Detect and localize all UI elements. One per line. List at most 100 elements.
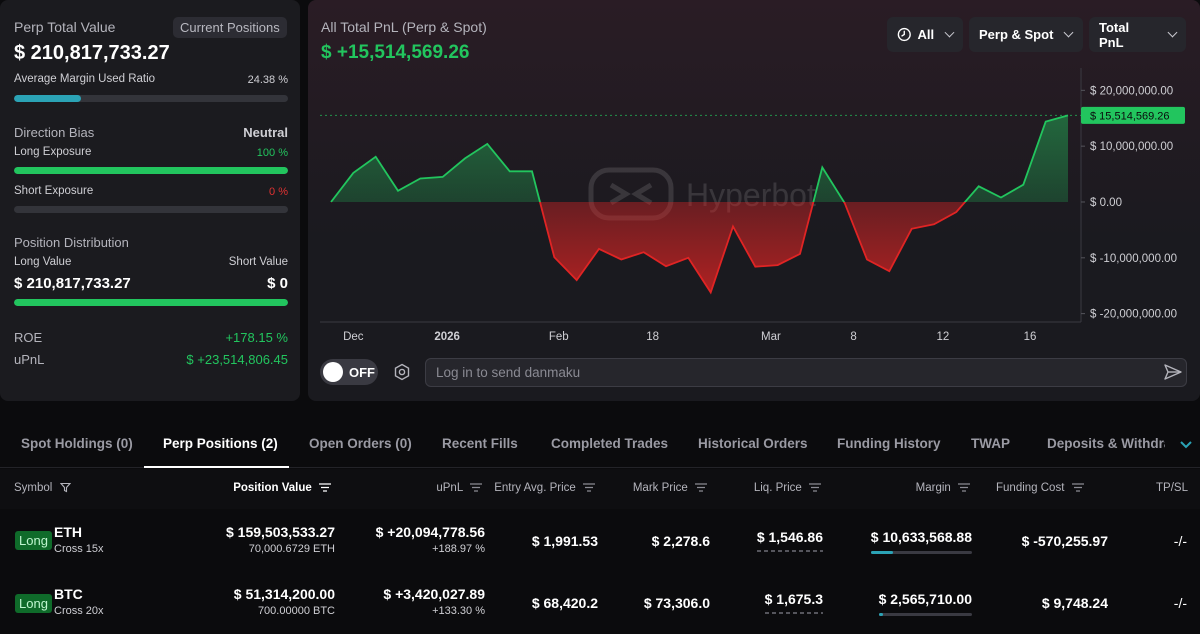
header-margin-label: Margin (915, 482, 951, 494)
upnl-value: $ +20,094,778.56 (375, 524, 485, 540)
danmaku-toggle[interactable]: OFF (320, 359, 378, 385)
clock-icon (897, 27, 911, 42)
send-icon[interactable] (1163, 363, 1183, 381)
chart-total-value: $ +15,514,569.26 (321, 42, 470, 63)
symbol-name[interactable]: BTC (54, 586, 83, 602)
tab-funding-history[interactable]: Funding History (837, 436, 941, 451)
liq-price-value: $ 1,546.86 (756, 529, 823, 545)
upnl-percent: +188.97 % (432, 543, 485, 555)
current-value-badge: $ 15,514,569.26 (1081, 106, 1185, 124)
distribution-bar-fill (14, 299, 288, 306)
header-upnl-label: uPnL (436, 482, 463, 494)
symbol-name[interactable]: ETH (54, 524, 82, 540)
avg-margin-value: 24.38 % (247, 74, 288, 86)
chart-title: All Total PnL (Perp & Spot) (321, 19, 487, 35)
table-row[interactable]: Long BTC Cross 20x $ 51,314,200.00 700.0… (0, 574, 1200, 634)
tab-open-orders[interactable]: Open Orders (0) (309, 436, 412, 451)
short-exposure-bar (14, 206, 288, 213)
short-value-label: Short Value (228, 256, 288, 268)
x-tick-label: 8 (850, 331, 856, 343)
header-symbol-label: Symbol (14, 482, 53, 494)
toggle-knob (323, 362, 343, 382)
margin-bar (878, 613, 972, 616)
tab-twap[interactable]: TWAP (971, 436, 1010, 451)
tpsl-value[interactable]: -/- (1173, 595, 1187, 611)
liq-price: $ 1,675.3 (764, 591, 823, 614)
header-entry-price-label: Entry Avg. Price (494, 482, 576, 494)
tpsl-value[interactable]: -/- (1173, 533, 1187, 549)
margin-value: $ 2,565,710.00 (878, 591, 972, 607)
tab-perp-positions[interactable]: Perp Positions (2) (163, 436, 278, 451)
tab-historical-orders[interactable]: Historical Orders (698, 436, 808, 451)
entry-price: $ 1,991.53 (531, 533, 598, 549)
tab-completed-trades[interactable]: Completed Trades (551, 436, 669, 451)
y-tick-label: $ -20,000,000.00 (1090, 309, 1177, 321)
long-exposure-bar-fill (14, 167, 288, 174)
upnl-label: uPnL (14, 352, 45, 367)
header-funding-cost-label: Funding Cost (996, 482, 1065, 494)
x-tick-label: 18 (646, 331, 659, 343)
perp-total-value-label: Perp Total Value (14, 19, 116, 35)
x-tick-label: 16 (1024, 331, 1037, 343)
position-distribution-label: Position Distribution (14, 235, 129, 250)
time-filter-dropdown[interactable]: All (887, 17, 963, 52)
type-filter-label: Perp & Spot (979, 27, 1054, 42)
short-exposure-label: Short Exposure (14, 185, 94, 197)
header-upnl[interactable]: uPnL (436, 482, 482, 494)
margin-cell: $ 10,633,568.88 (870, 529, 972, 554)
current-positions-button[interactable]: Current Positions (173, 17, 287, 38)
roe-label: ROE (14, 330, 43, 345)
long-exposure-value: 100 % (256, 147, 288, 159)
filter-icon[interactable] (59, 482, 71, 493)
liq-price-dots (756, 550, 823, 552)
toggle-label: OFF (349, 364, 375, 380)
side-badge: Long (15, 531, 52, 550)
chevron-down-icon[interactable] (1179, 440, 1193, 450)
liq-price-dots (764, 612, 823, 614)
upnl-value: $ +3,420,027.89 (383, 586, 485, 602)
y-tick-label: $ -10,000,000.00 (1090, 253, 1177, 265)
sort-icon (695, 483, 707, 493)
table-row[interactable]: Long ETH Cross 15x $ 159,503,533.27 70,0… (0, 511, 1200, 571)
header-margin[interactable]: Margin (916, 482, 970, 494)
side-badge: Long (15, 594, 52, 613)
tab-recent-fills[interactable]: Recent Fills (442, 436, 518, 451)
header-mark-price[interactable]: Mark Price (633, 482, 707, 494)
short-exposure-value: 0 % (269, 186, 288, 198)
sort-icon (958, 483, 970, 493)
sort-icon (583, 483, 595, 493)
margin-bar-fill (878, 613, 884, 616)
tab-spot-holdings[interactable]: Spot Holdings (0) (21, 436, 133, 451)
x-tick-label: 2026 (434, 331, 460, 343)
settings-icon[interactable] (393, 363, 411, 381)
positions-table-header: Symbol Position Value uPnL Entry Avg. Pr… (0, 469, 1200, 509)
header-liq-price[interactable]: Liq. Price (754, 482, 821, 494)
y-tick-label: $ 20,000,000.00 (1090, 85, 1173, 97)
avg-margin-bar-fill (14, 95, 81, 102)
position-size: 700.00000 BTC (257, 605, 335, 617)
active-tab-indicator (144, 466, 289, 468)
header-symbol[interactable]: Symbol (14, 482, 71, 494)
danmaku-input[interactable]: Log in to send danmaku (425, 358, 1187, 387)
roe-value: +178.15 % (225, 330, 288, 345)
entry-price: $ 68,420.2 (531, 595, 598, 611)
type-filter-dropdown[interactable]: Perp & Spot (969, 17, 1083, 52)
header-tpsl: TP/SL (1156, 482, 1188, 494)
long-exposure-label: Long Exposure (14, 146, 92, 158)
distribution-bar (14, 299, 288, 306)
liq-price-value: $ 1,675.3 (764, 591, 823, 607)
metric-filter-dropdown[interactable]: Total PnL (1089, 17, 1186, 52)
header-entry-price[interactable]: Entry Avg. Price (494, 482, 595, 494)
margin-cell: $ 2,565,710.00 (878, 591, 972, 616)
header-funding-cost[interactable]: Funding Cost (996, 482, 1084, 494)
header-position-value[interactable]: Position Value (233, 482, 331, 494)
danmaku-placeholder: Log in to send danmaku (436, 365, 581, 380)
x-tick-label: Feb (549, 331, 569, 343)
tab-deposits-withdrawals[interactable]: Deposits & Withdraw (1047, 436, 1165, 451)
upnl-percent: +133.30 % (432, 605, 485, 617)
margin-bar (870, 551, 972, 554)
avg-margin-label: Average Margin Used Ratio (14, 73, 156, 85)
position-value: $ 159,503,533.27 (226, 524, 335, 540)
sort-icon (470, 483, 482, 493)
margin-bar-fill (870, 551, 894, 554)
